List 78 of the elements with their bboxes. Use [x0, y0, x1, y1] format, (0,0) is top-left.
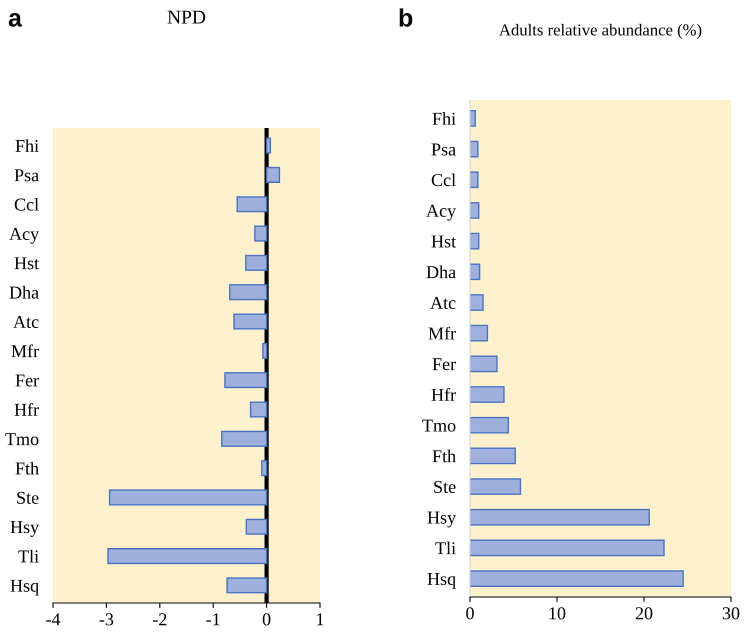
bar: [224, 372, 268, 388]
y-tick-label: Hsy: [10, 521, 40, 537]
bar: [470, 416, 509, 434]
y-tick-label: Psa: [14, 169, 39, 182]
y-tick-label: Hsq: [10, 580, 39, 596]
y-tick-label: Fth: [432, 450, 456, 462]
bar: [470, 171, 479, 188]
y-tick-label: Hst: [432, 236, 456, 248]
y-tick-label: Mfr: [428, 326, 456, 340]
y-tick-label: Fhi: [16, 139, 39, 152]
x-tick-label: -4: [46, 613, 60, 626]
y-tick-label: Hfr: [432, 388, 456, 401]
y-tick-label: Acy: [9, 228, 40, 244]
bar: [470, 355, 498, 372]
x-tick-label: 0: [466, 607, 474, 620]
bar: [221, 430, 268, 447]
y-tick-label: Hsq: [428, 573, 456, 589]
y-tick-label: Acy: [426, 204, 456, 221]
y-tick-label: Ste: [17, 492, 38, 504]
y-tick-label: Tli: [435, 542, 456, 554]
y-tick-label: Ccl: [432, 174, 456, 186]
y-tick-label: Dha: [10, 286, 39, 299]
x-tick-label: 0: [262, 613, 270, 626]
text: a: [8, 13, 22, 27]
bar: [470, 448, 516, 464]
y-tick-label: Ste: [434, 480, 456, 493]
y-tick-label: Tli: [18, 550, 39, 562]
x-tick-label: -2: [152, 613, 166, 626]
y-tick-label: Fer: [432, 358, 456, 370]
y-tick-label: Hst: [14, 257, 40, 270]
chart-title: Adults relative abundance (%): [499, 24, 702, 39]
bar: [250, 401, 268, 418]
bar: [246, 518, 268, 535]
bar: [470, 324, 488, 342]
y-tick-label: Hsy: [428, 512, 456, 528]
bar: [470, 140, 479, 158]
text: b: [400, 8, 412, 27]
bar: [470, 232, 480, 250]
y-tick-label: Fhi: [432, 112, 456, 125]
bar: [229, 284, 268, 300]
bar: [261, 460, 268, 476]
bar: [470, 508, 650, 526]
bar: [470, 202, 480, 219]
bar: [470, 540, 665, 556]
chart-title: NPD: [168, 10, 206, 24]
y-tick-label: Atc: [13, 316, 39, 328]
bar: [226, 577, 268, 594]
bar: [108, 489, 268, 506]
y-tick-label: Hfr: [14, 403, 39, 416]
y-tick-label: Tmo: [422, 420, 456, 432]
y-tick-label: Fer: [16, 374, 39, 387]
x-tick-label: 10: [550, 607, 566, 620]
bar: [470, 110, 476, 127]
y-tick-label: Mfr: [12, 344, 39, 358]
y-tick-label: Ccl: [14, 198, 39, 211]
x-tick-label: 30: [722, 607, 740, 620]
bar: [266, 138, 272, 154]
bar: [470, 478, 522, 495]
bar: [245, 254, 268, 271]
bar: [233, 313, 268, 330]
y-tick-label: Fth: [16, 462, 39, 475]
bar: [266, 166, 280, 183]
y-tick-label: Atc: [430, 296, 456, 309]
x-tick-label: 20: [636, 607, 652, 620]
x-tick-label: -3: [100, 613, 114, 626]
bar: [470, 570, 684, 587]
y-tick-label: Psa: [432, 144, 456, 156]
bar: [262, 342, 268, 359]
bar: [470, 263, 480, 280]
bar: [236, 196, 268, 212]
bar: [470, 386, 505, 403]
bar: [470, 294, 484, 311]
x-tick-label: 1: [317, 613, 324, 626]
bar: [254, 226, 268, 242]
y-tick-label: Tmo: [5, 433, 38, 446]
y-tick-label: Dha: [426, 266, 456, 278]
x-tick-label: -1: [206, 613, 220, 626]
bar: [107, 548, 268, 564]
